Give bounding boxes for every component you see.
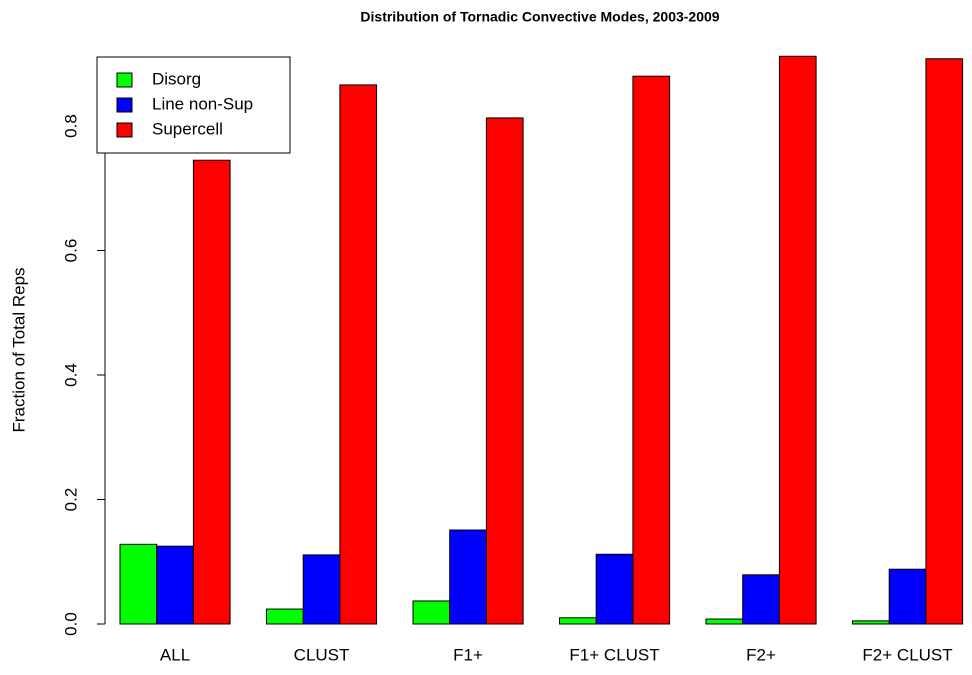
bar: [852, 620, 890, 625]
y-tick-label: 0.4: [61, 363, 80, 387]
bar: [412, 600, 451, 625]
x-tick-label: F2+ CLUST: [862, 645, 952, 664]
bar: [449, 529, 487, 625]
bar: [485, 117, 524, 625]
chart-title: Distribution of Tornadic Convective Mode…: [360, 9, 719, 25]
bar: [595, 553, 634, 625]
legend-swatch: [116, 72, 133, 88]
bar: [266, 608, 304, 625]
bar: [192, 159, 231, 625]
y-tick-label: 0.2: [61, 488, 80, 512]
y-tick-label: 0.8: [61, 114, 80, 138]
x-tick-label: F1+: [453, 645, 483, 664]
legend-label: Supercell: [152, 119, 223, 138]
bar: [632, 75, 671, 625]
legend-swatch: [116, 122, 133, 138]
x-tick-label: F2+: [746, 645, 776, 664]
y-axis-label: Fraction of Total Reps: [9, 267, 28, 432]
bar: [778, 55, 817, 625]
bar: [339, 84, 378, 625]
bar: [925, 58, 964, 625]
x-tick-label: ALL: [160, 645, 190, 664]
bar: [119, 543, 158, 625]
x-tick-label: F1+ CLUST: [569, 645, 659, 664]
bar: [742, 574, 780, 625]
y-tick-label: 0.0: [61, 612, 80, 636]
x-tick-label: CLUST: [294, 645, 350, 664]
bar: [302, 554, 341, 625]
bar: [705, 618, 744, 625]
legend-swatch: [116, 97, 133, 113]
bar: [888, 568, 927, 625]
legend-label: Line non-Sup: [152, 94, 253, 113]
y-tick-label: 0.6: [61, 239, 80, 263]
bar: [559, 617, 597, 625]
legend-label: Disorg: [152, 69, 201, 88]
bar: [156, 545, 194, 625]
